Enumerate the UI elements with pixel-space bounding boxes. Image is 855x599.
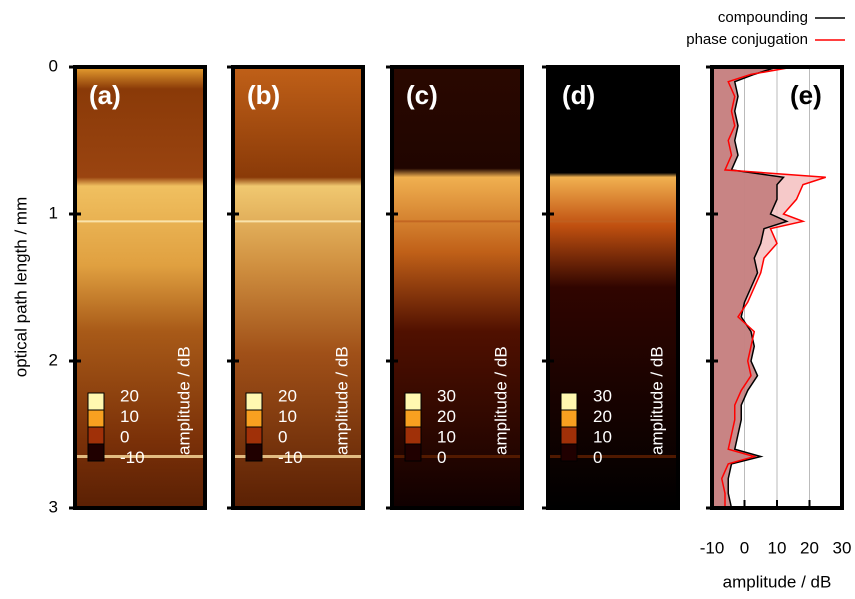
line <box>720 66 826 508</box>
colorbar-segment <box>404 409 422 428</box>
colorbar-label: amplitude / dB <box>647 346 666 455</box>
colorbar-segment <box>245 443 263 462</box>
panel-frame <box>390 65 524 510</box>
colorbar-segment <box>560 443 578 462</box>
y-tick-label: 0 <box>49 56 58 75</box>
x-tick-label: 30 <box>833 538 852 557</box>
panel-frame <box>546 65 680 510</box>
colorbar-tick-label: 0 <box>278 427 287 446</box>
panel-label: (b) <box>247 80 280 110</box>
colorbar-segment <box>560 426 578 445</box>
colorbar-tick-label: 30 <box>437 386 456 405</box>
x-tick-label: -10 <box>700 538 725 557</box>
line <box>727 66 789 509</box>
colorbar-segment <box>87 392 105 411</box>
colorbar-tick-label: 20 <box>278 386 297 405</box>
legend-label: phase conjugation <box>686 31 808 48</box>
colorbar-segment <box>87 426 105 445</box>
colorbar-tick-label: 30 <box>593 386 612 405</box>
x-tick-label: 20 <box>800 538 819 557</box>
panel-label: (a) <box>89 80 121 110</box>
area <box>712 67 787 508</box>
colorbar-tick-label: 0 <box>593 448 602 467</box>
colorbar-segment <box>245 392 263 411</box>
colorbar-segment <box>404 392 422 411</box>
y-tick-label: 1 <box>49 203 58 222</box>
y-tick-label: 2 <box>49 350 58 369</box>
colorbar-label: amplitude / dB <box>332 346 351 455</box>
panel-frame <box>231 65 365 510</box>
colorbar-tick-label: -10 <box>120 448 145 467</box>
colorbar-tick-label: 10 <box>278 407 297 426</box>
panel-label: (c) <box>406 80 438 110</box>
legend-label: compounding <box>718 9 808 26</box>
colorbar-segment <box>404 443 422 462</box>
colorbar-tick-label: 20 <box>593 407 612 426</box>
colorbar-tick-label: 10 <box>437 427 456 446</box>
x-tick-label: 10 <box>768 538 787 557</box>
x-axis-label: amplitude / dB <box>723 572 832 591</box>
y-axis-label: optical path length / mm <box>11 197 30 377</box>
colorbar-segment <box>404 426 422 445</box>
colorbar-segment <box>245 426 263 445</box>
panel-label: (d) <box>562 80 595 110</box>
panel-label: (e) <box>790 80 822 110</box>
colorbar-segment <box>87 443 105 462</box>
x-tick-label: 0 <box>740 538 749 557</box>
colorbar-segment <box>560 392 578 411</box>
colorbar-segment <box>245 409 263 428</box>
colorbar-tick-label: 10 <box>120 407 139 426</box>
colorbar-segment <box>560 409 578 428</box>
panel-frame <box>73 65 207 510</box>
colorbar-label: amplitude / dB <box>491 346 510 455</box>
colorbar-label: amplitude / dB <box>174 346 193 455</box>
colorbar-tick-label: 0 <box>437 448 446 467</box>
colorbar-tick-label: 20 <box>120 386 139 405</box>
colorbar-tick-label: -10 <box>278 448 303 467</box>
colorbar-tick-label: 20 <box>437 407 456 426</box>
y-tick-label: 3 <box>49 497 58 516</box>
colorbar-tick-label: 0 <box>120 427 129 446</box>
colorbar-tick-label: 10 <box>593 427 612 446</box>
colorbar-segment <box>87 409 105 428</box>
